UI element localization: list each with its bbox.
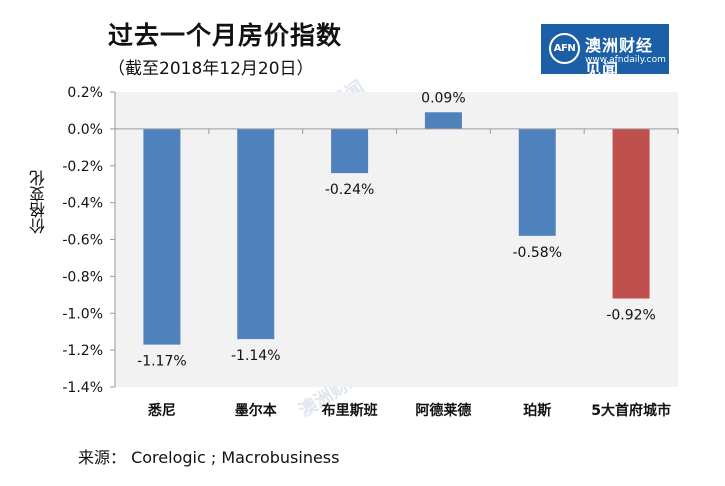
- source-note: 来源： Corelogic ; Macrobusiness: [78, 448, 340, 467]
- x-tick-label: 阿德莱德: [415, 402, 471, 419]
- x-tick-label: 5大首府城市: [591, 402, 671, 419]
- y-tick-label: -0.2%: [62, 159, 103, 175]
- data-label: -1.14%: [231, 348, 281, 364]
- bar: [424, 112, 462, 129]
- y-tick-label: -1.2%: [62, 343, 103, 359]
- data-label: -0.58%: [512, 245, 562, 261]
- y-axis-label: 价格变化: [29, 170, 48, 234]
- chart-title: 过去一个月房价指数: [108, 21, 343, 50]
- logo-name: 澳洲财经见闻: [585, 36, 654, 79]
- y-tick-label: -1.0%: [62, 306, 103, 322]
- data-label: -0.24%: [325, 182, 375, 198]
- chart-subtitle: （截至2018年12月20日）: [108, 59, 314, 79]
- y-tick-label: -0.4%: [62, 196, 103, 212]
- y-tick-label: -0.8%: [62, 269, 103, 285]
- data-label: 0.09%: [421, 90, 465, 106]
- x-tick-label: 悉尼: [147, 402, 176, 419]
- bar: [143, 128, 181, 345]
- bar: [237, 128, 275, 340]
- afn-logo: AFN 澳洲财经见闻 www.afndaily.com: [541, 24, 669, 79]
- bar: [612, 128, 650, 299]
- x-tick-label: 布里斯班: [322, 402, 378, 419]
- y-tick-label: 0.0%: [67, 122, 103, 138]
- x-tick-label: 墨尔本: [235, 402, 278, 419]
- data-label: -0.92%: [606, 308, 656, 324]
- bar: [518, 128, 556, 236]
- afn-logo-icon: AFN: [549, 33, 580, 64]
- y-tick-label: 0.2%: [67, 85, 103, 101]
- y-tick-label: -1.4%: [62, 380, 103, 396]
- x-tick-label: 珀斯: [523, 402, 551, 419]
- bar: [331, 128, 369, 174]
- plot-area: [115, 92, 678, 387]
- logo-url: www.afndaily.com: [585, 55, 666, 65]
- data-label: -1.17%: [137, 354, 187, 370]
- y-tick-label: -0.6%: [62, 233, 103, 249]
